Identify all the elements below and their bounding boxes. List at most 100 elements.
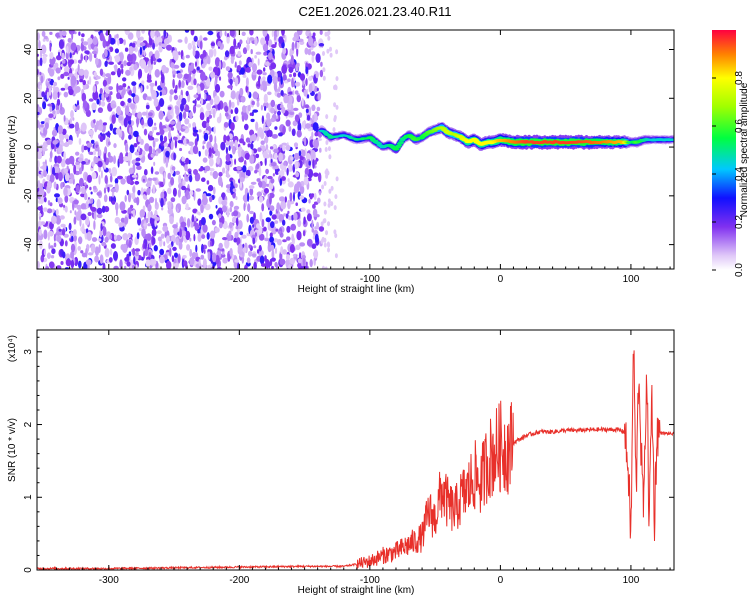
noise-cell xyxy=(130,204,134,209)
noise-cell xyxy=(267,91,272,96)
noise-cell xyxy=(93,155,97,164)
noise-cell xyxy=(153,161,156,166)
noise-cell xyxy=(48,261,55,269)
noise-cell xyxy=(169,247,172,257)
noise-cell xyxy=(196,66,200,71)
noise-cell xyxy=(234,259,239,263)
noise-cell xyxy=(317,91,322,101)
noise-cell xyxy=(115,127,122,135)
noise-cell xyxy=(209,196,213,203)
noise-cell xyxy=(259,212,263,222)
noise-cell xyxy=(149,82,155,87)
noise-cell xyxy=(239,231,244,236)
noise-cell xyxy=(312,203,316,209)
noise-cell xyxy=(69,210,72,214)
noise-cell xyxy=(80,53,83,62)
noise-cell xyxy=(78,138,82,145)
noise-cell xyxy=(147,72,152,83)
noise-cell xyxy=(99,149,102,157)
noise-cell xyxy=(300,207,306,212)
noise-cell xyxy=(263,43,269,52)
noise-cell xyxy=(239,67,245,75)
noise-cell xyxy=(152,184,156,194)
noise-cell xyxy=(276,239,282,246)
noise-cell xyxy=(216,266,222,269)
noise-cell xyxy=(262,30,268,37)
noise-cell xyxy=(115,206,118,217)
noise-cell xyxy=(290,156,294,161)
noise-cell xyxy=(179,111,183,122)
noise-cell xyxy=(117,175,123,180)
noise-cell xyxy=(137,111,142,120)
noise-cell xyxy=(63,142,70,148)
noise-cell xyxy=(254,169,258,174)
noise-cell xyxy=(295,40,297,50)
noise-cell xyxy=(150,30,155,39)
noise-cell xyxy=(316,57,320,61)
snr-marks xyxy=(37,350,674,570)
noise-cell xyxy=(57,197,63,205)
noise-cell xyxy=(96,191,102,196)
noise-cell xyxy=(301,120,306,129)
noise-cell xyxy=(289,257,296,265)
noise-cell xyxy=(76,204,82,211)
noise-cell xyxy=(335,176,339,182)
noise-cell xyxy=(155,197,157,206)
noise-cell xyxy=(152,237,156,245)
noise-cell xyxy=(173,94,178,101)
noise-cell xyxy=(244,152,250,160)
noise-cell xyxy=(161,64,167,73)
noise-cell xyxy=(229,30,235,37)
noise-cell xyxy=(198,150,201,157)
noise-cell xyxy=(63,66,70,74)
noise-cell xyxy=(63,204,66,208)
noise-cell xyxy=(54,146,57,152)
noise-cell xyxy=(204,93,207,100)
noise-cell xyxy=(219,90,225,98)
noise-cell xyxy=(42,38,46,42)
noise-cell xyxy=(319,147,322,153)
noise-cell xyxy=(184,30,190,33)
noise-cell xyxy=(55,197,58,203)
noise-cell xyxy=(294,114,300,122)
noise-cell xyxy=(159,256,165,264)
noise-cell xyxy=(64,205,68,213)
snr-frame xyxy=(36,329,675,571)
noise-cell xyxy=(249,30,254,36)
noise-cell xyxy=(189,257,195,266)
noise-cell xyxy=(277,230,282,234)
noise-cell xyxy=(145,96,152,101)
noise-cell xyxy=(60,102,63,111)
noise-cell xyxy=(273,148,279,154)
noise-cell xyxy=(226,171,230,179)
noise-cell xyxy=(276,202,281,212)
noise-cell xyxy=(63,115,66,122)
noise-cell xyxy=(227,85,233,89)
noise-cell xyxy=(251,150,254,155)
noise-cell xyxy=(248,185,255,190)
noise-cell xyxy=(284,34,287,43)
noise-cell xyxy=(174,139,178,149)
noise-cell xyxy=(262,150,268,159)
noise-cell xyxy=(226,208,230,218)
noise-cell xyxy=(168,201,172,210)
noise-cell xyxy=(135,162,141,167)
noise-cell xyxy=(318,226,325,232)
noise-cell xyxy=(263,93,268,104)
noise-cell xyxy=(107,151,111,158)
noise-cell xyxy=(197,229,201,234)
noise-cell xyxy=(153,147,155,157)
noise-cell xyxy=(59,215,65,220)
colorbar-tick-label: 0.4 xyxy=(734,167,745,181)
noise-cell xyxy=(230,122,235,131)
noise-cell xyxy=(321,184,325,190)
noise-cell xyxy=(324,266,328,269)
noise-cell xyxy=(271,226,277,235)
noise-cell xyxy=(96,213,103,219)
noise-cell xyxy=(225,146,228,155)
noise-cell xyxy=(81,92,87,102)
x-tick-label: -300 xyxy=(99,575,119,586)
noise-cell xyxy=(295,244,301,251)
noise-cell xyxy=(124,265,127,269)
noise-cell xyxy=(310,149,316,159)
